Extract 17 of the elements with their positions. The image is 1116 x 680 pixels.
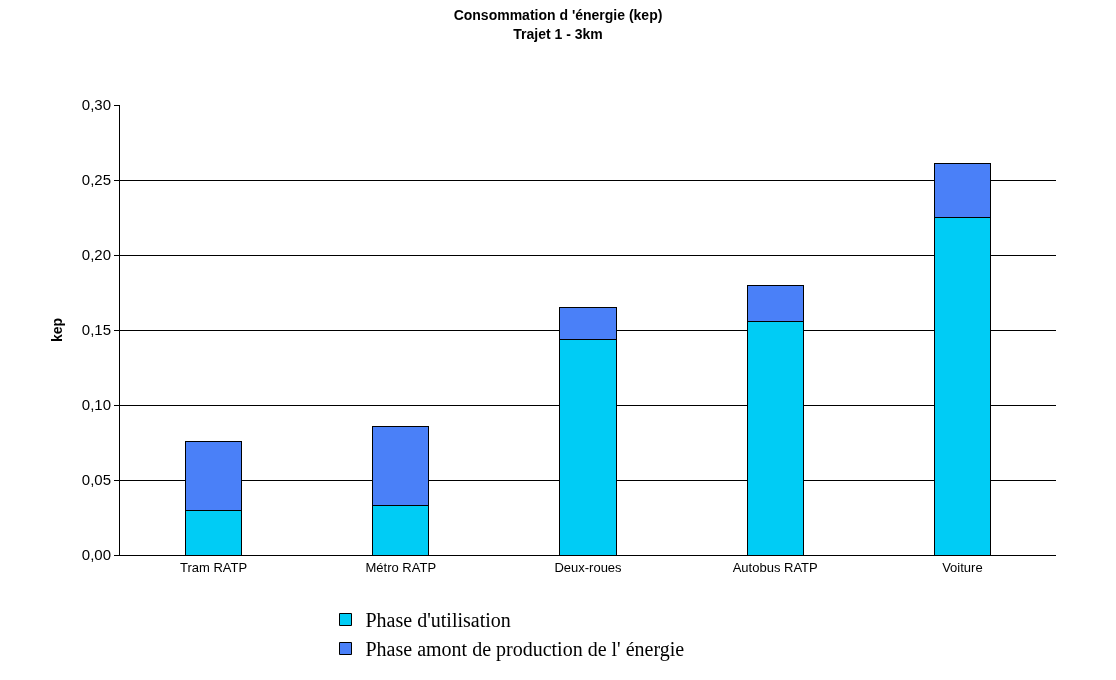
x-tick-label: Métro RATP — [365, 559, 437, 575]
chart-title: Consommation d 'énergie (kep) — [453, 7, 663, 24]
legend-label: Phase amont de production de l' énergie — [365, 638, 685, 662]
y-tick-label: 0,00 — [81, 546, 111, 564]
chart-subtitle: Trajet 1 - 3km — [513, 25, 603, 42]
y-tick-label: 0,05 — [81, 471, 111, 489]
legend-label: Phase d'utilisation — [365, 609, 511, 632]
x-tick-label: Tram RATP — [180, 559, 248, 575]
x-tick-label: Autobus RATP — [732, 559, 818, 575]
y-axis-title: kep — [49, 317, 66, 343]
y-tick-label: 0,15 — [81, 321, 111, 339]
x-tick-label: Deux-roues — [554, 559, 623, 575]
y-tick-label: 0,10 — [81, 396, 111, 414]
y-tick-label: 0,30 — [81, 96, 111, 114]
y-tick-label: 0,25 — [81, 171, 111, 189]
y-tick-label: 0,20 — [81, 246, 111, 264]
x-tick-label: Voiture — [942, 559, 983, 575]
